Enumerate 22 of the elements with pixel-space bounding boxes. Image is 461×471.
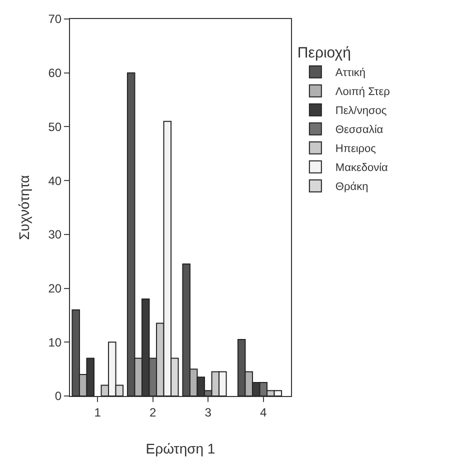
y-tick-label: 10 xyxy=(48,335,62,350)
y-tick-label: 20 xyxy=(48,281,62,296)
y-tick-label: 40 xyxy=(48,174,62,188)
x-tick-label: 3 xyxy=(204,405,212,420)
x-tick-label: 4 xyxy=(260,405,268,420)
legend-label: Μακεδονία xyxy=(335,162,389,174)
y-tick-label: 60 xyxy=(48,66,62,80)
legend-label: Θράκη xyxy=(335,181,368,194)
y-tick-label: 0 xyxy=(54,389,62,404)
legend-label: Πελ/νησος xyxy=(335,105,387,118)
legend-label: Θεσσαλία xyxy=(335,124,384,136)
y-axis-title: Συχνότητα xyxy=(16,175,32,240)
legend-label: Ηπειρος xyxy=(335,143,376,156)
y-tick-label: 70 xyxy=(48,12,62,26)
x-axis-title: Ερώτηση 1 xyxy=(146,440,216,457)
x-tick-label: 2 xyxy=(150,405,157,420)
legend-label: Αττική xyxy=(335,67,366,80)
y-tick-label: 30 xyxy=(48,228,62,242)
legend-title: Περιοχή xyxy=(297,44,351,62)
legend-label: Λοιπή Στερ xyxy=(335,86,390,98)
x-tick-label: 1 xyxy=(94,405,102,420)
y-tick-label: 50 xyxy=(48,120,62,134)
